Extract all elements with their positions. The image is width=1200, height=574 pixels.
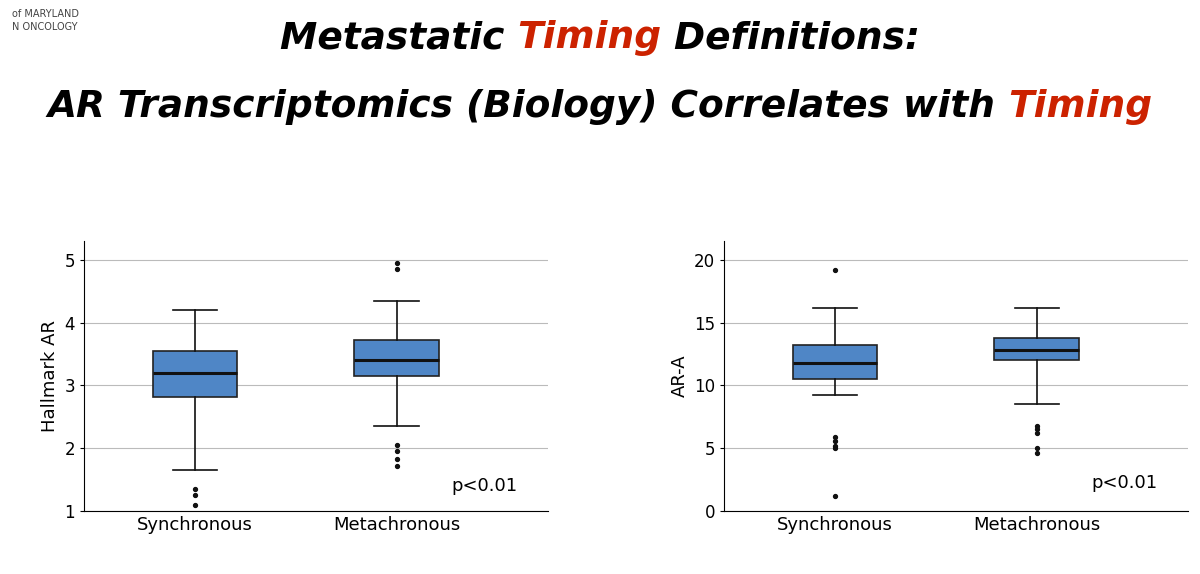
Text: p<0.01: p<0.01 — [1092, 474, 1158, 492]
Text: Timing: Timing — [1008, 89, 1152, 125]
FancyBboxPatch shape — [152, 351, 238, 397]
Text: Timing: Timing — [517, 20, 661, 56]
Text: p<0.01: p<0.01 — [451, 477, 517, 495]
Y-axis label: Hallmark AR: Hallmark AR — [41, 320, 59, 432]
FancyBboxPatch shape — [354, 340, 439, 376]
FancyBboxPatch shape — [995, 338, 1079, 360]
Text: AR Transcriptomics (Biology) Correlates with: AR Transcriptomics (Biology) Correlates … — [48, 89, 1008, 125]
FancyBboxPatch shape — [793, 345, 877, 379]
Text: of MARYLAND
N ONCOLOGY: of MARYLAND N ONCOLOGY — [12, 9, 79, 32]
Text: Metastatic: Metastatic — [280, 20, 517, 56]
Y-axis label: AR-A: AR-A — [671, 355, 689, 397]
Text: Definitions:: Definitions: — [661, 20, 920, 56]
